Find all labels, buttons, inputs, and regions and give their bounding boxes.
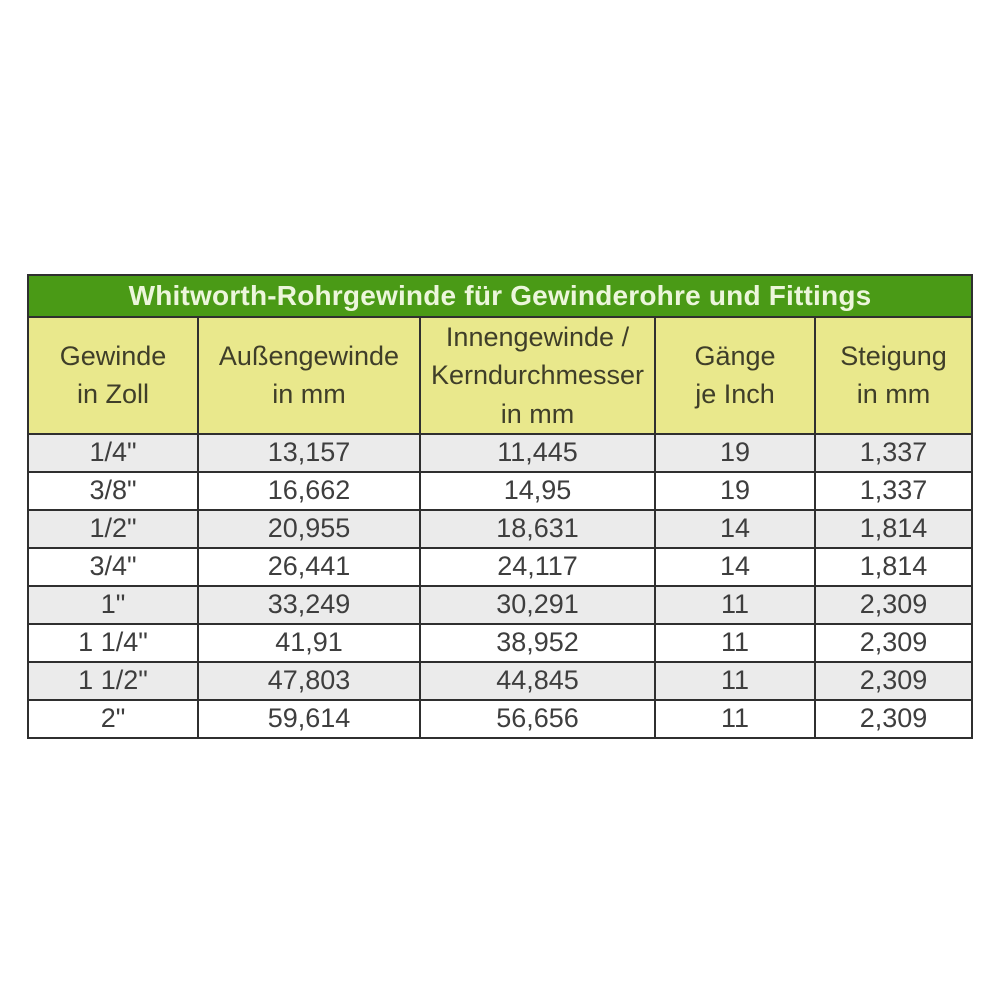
cell-gaenge: 14 bbox=[654, 546, 816, 587]
cell-steigung: 2,309 bbox=[813, 660, 974, 701]
cell-steigung: 1,814 bbox=[813, 508, 974, 549]
cell-aussengewinde: 41,91 bbox=[197, 622, 421, 663]
cell-gewinde: 1 1/2" bbox=[27, 660, 199, 701]
cell-gewinde: 1 1/4" bbox=[27, 622, 199, 663]
cell-gewinde: 1" bbox=[27, 584, 199, 625]
cell-gaenge: 11 bbox=[654, 584, 816, 625]
column-header-steigung: Steigung in mm bbox=[813, 316, 974, 435]
cell-gaenge: 19 bbox=[654, 470, 816, 511]
cell-gewinde: 3/8" bbox=[27, 470, 199, 511]
table-row: 1 1/4" 41,91 38,952 11 2,309 bbox=[27, 622, 974, 663]
cell-innengewinde: 24,117 bbox=[419, 546, 656, 587]
table-row: 3/8" 16,662 14,95 19 1,337 bbox=[27, 470, 974, 511]
table-row: 2" 59,614 56,656 11 2,309 bbox=[27, 698, 974, 739]
cell-innengewinde: 18,631 bbox=[419, 508, 656, 549]
column-header-innengewinde-kerndurchmesser: Innengewinde / Kerndurchmesser in mm bbox=[419, 316, 656, 435]
cell-aussengewinde: 59,614 bbox=[197, 698, 421, 739]
cell-innengewinde: 11,445 bbox=[419, 432, 656, 473]
table-title-row: Whitworth-Rohrgewinde für Gewinderohre u… bbox=[26, 274, 974, 318]
cell-steigung: 1,337 bbox=[813, 432, 974, 473]
cell-steigung: 1,337 bbox=[813, 470, 974, 511]
table-row: 1/2" 20,955 18,631 14 1,814 bbox=[27, 508, 974, 549]
cell-gewinde: 2" bbox=[27, 698, 199, 739]
cell-gewinde: 1/2" bbox=[27, 508, 199, 549]
cell-innengewinde: 44,845 bbox=[419, 660, 656, 701]
column-header-gaenge-je-inch: Gänge je Inch bbox=[654, 316, 816, 435]
cell-aussengewinde: 33,249 bbox=[197, 584, 421, 625]
cell-innengewinde: 38,952 bbox=[419, 622, 656, 663]
column-header-gewinde-in-zoll: Gewinde in Zoll bbox=[27, 316, 199, 435]
table-row: 3/4" 26,441 24,117 14 1,814 bbox=[27, 546, 974, 587]
cell-aussengewinde: 16,662 bbox=[197, 470, 421, 511]
cell-aussengewinde: 47,803 bbox=[197, 660, 421, 701]
cell-steigung: 2,309 bbox=[813, 622, 974, 663]
table-title: Whitworth-Rohrgewinde für Gewinderohre u… bbox=[26, 274, 974, 318]
cell-innengewinde: 14,95 bbox=[419, 470, 656, 511]
cell-aussengewinde: 20,955 bbox=[197, 508, 421, 549]
cell-aussengewinde: 26,441 bbox=[197, 546, 421, 587]
cell-gaenge: 19 bbox=[654, 432, 816, 473]
whitworth-thread-table: Whitworth-Rohrgewinde für Gewinderohre u… bbox=[26, 274, 974, 739]
cell-gaenge: 14 bbox=[654, 508, 816, 549]
cell-steigung: 1,814 bbox=[813, 546, 974, 587]
cell-innengewinde: 30,291 bbox=[419, 584, 656, 625]
cell-aussengewinde: 13,157 bbox=[197, 432, 421, 473]
cell-steigung: 2,309 bbox=[813, 584, 974, 625]
cell-innengewinde: 56,656 bbox=[419, 698, 656, 739]
cell-gaenge: 11 bbox=[654, 660, 816, 701]
table-row: 1/4" 13,157 11,445 19 1,337 bbox=[27, 432, 974, 473]
table-header-row: Gewinde in Zoll Außengewinde in mm Innen… bbox=[27, 316, 974, 435]
cell-gaenge: 11 bbox=[654, 622, 816, 663]
cell-gaenge: 11 bbox=[654, 698, 816, 739]
column-header-aussengewinde: Außengewinde in mm bbox=[197, 316, 421, 435]
table-row: 1 1/2" 47,803 44,845 11 2,309 bbox=[27, 660, 974, 701]
cell-gewinde: 3/4" bbox=[27, 546, 199, 587]
cell-gewinde: 1/4" bbox=[27, 432, 199, 473]
table-row: 1" 33,249 30,291 11 2,309 bbox=[27, 584, 974, 625]
cell-steigung: 2,309 bbox=[813, 698, 974, 739]
